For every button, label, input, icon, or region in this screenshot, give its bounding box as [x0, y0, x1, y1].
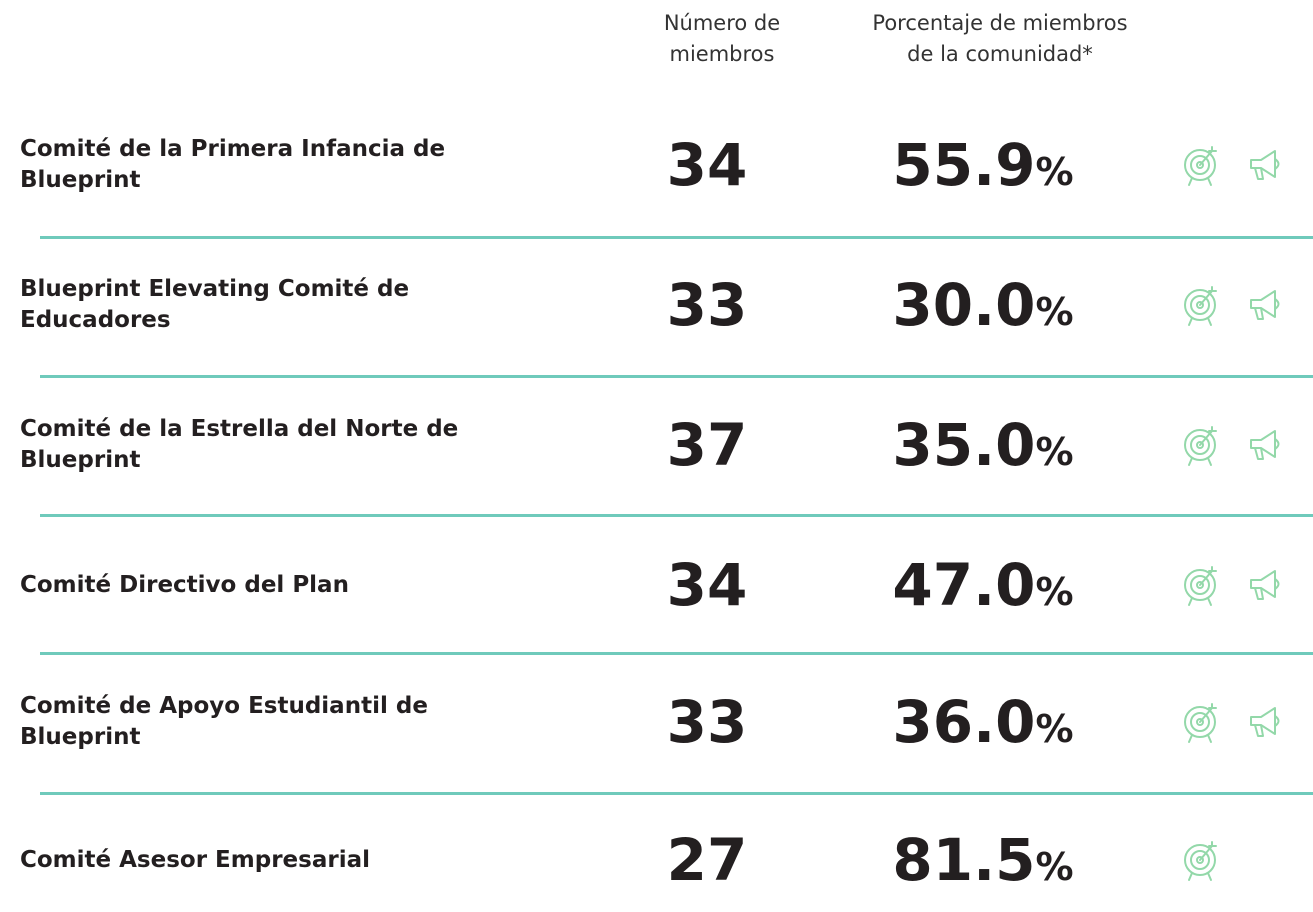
row-divider	[40, 236, 1313, 239]
percentage: 47.0%	[892, 551, 1074, 619]
member-count: 34	[666, 131, 748, 199]
header-line: Número de	[663, 11, 781, 35]
megaphone-icon	[1250, 290, 1280, 320]
row-name: Comité Directivo del Plan	[20, 570, 349, 601]
member-count: 33	[666, 688, 748, 756]
name-line: Blueprint	[20, 724, 141, 750]
percentage: 30.0%	[892, 271, 1074, 339]
target-icon	[1184, 286, 1217, 326]
percent-sign: %	[1035, 150, 1074, 194]
header-line: de la comunidad*	[907, 42, 1093, 66]
name-line: Educadores	[20, 307, 171, 333]
members-header: Número de miembros	[632, 8, 812, 70]
name-line: Comité Asesor Empresarial	[20, 846, 370, 873]
megaphone-icon	[1250, 430, 1280, 460]
name-line: Comité de la Estrella del Norte de	[20, 416, 459, 442]
target-icon	[1184, 703, 1217, 743]
megaphone-icon	[1250, 570, 1280, 600]
row-divider	[40, 652, 1313, 655]
percent-sign: %	[1035, 570, 1074, 614]
name-line: Comité de Apoyo Estudiantil de	[20, 693, 428, 719]
member-count: 27	[666, 826, 748, 894]
member-count: 34	[666, 551, 748, 619]
percent-sign: %	[1035, 290, 1074, 334]
name-line: Blueprint	[20, 447, 141, 473]
name-line: Blueprint Elevating Comité de	[20, 276, 410, 302]
header-line: miembros	[669, 42, 775, 66]
percent-sign: %	[1035, 430, 1074, 474]
name-line: Blueprint	[20, 167, 141, 193]
row-name: Comité Asesor Empresarial	[20, 845, 370, 876]
header-line: Porcentaje de miembros	[872, 11, 1128, 35]
row-divider	[40, 792, 1313, 795]
member-count: 37	[666, 411, 748, 479]
percent-sign: %	[1035, 845, 1074, 889]
target-icon	[1184, 841, 1217, 881]
row-divider	[40, 514, 1313, 517]
target-icon	[1184, 426, 1217, 466]
megaphone-icon	[1250, 150, 1280, 180]
target-icon	[1184, 566, 1217, 606]
percent-sign: %	[1035, 707, 1074, 751]
megaphone-icon	[1250, 707, 1280, 737]
percentage: 36.0%	[892, 688, 1074, 756]
member-count: 33	[666, 271, 748, 339]
percentage: 81.5%	[892, 826, 1074, 894]
row-name: Blueprint Elevating Comité de Educadores	[20, 274, 409, 336]
name-line: Comité de la Primera Infancia de	[20, 136, 446, 162]
name-line: Comité Directivo del Plan	[20, 571, 349, 598]
target-icon	[1184, 146, 1217, 186]
percentage: 55.9%	[892, 131, 1074, 199]
row-name: Comité de la Estrella del Norte de Bluepr…	[20, 414, 458, 476]
row-name: Comité de la Primera Infancia de Blueprin…	[20, 134, 445, 196]
row-name: Comité de Apoyo Estudiantil de Blueprint	[20, 691, 428, 753]
row-divider	[40, 375, 1313, 378]
percentage-header: Porcentaje de miembros de la comunidad*	[800, 8, 1200, 70]
percentage: 35.0%	[892, 411, 1074, 479]
